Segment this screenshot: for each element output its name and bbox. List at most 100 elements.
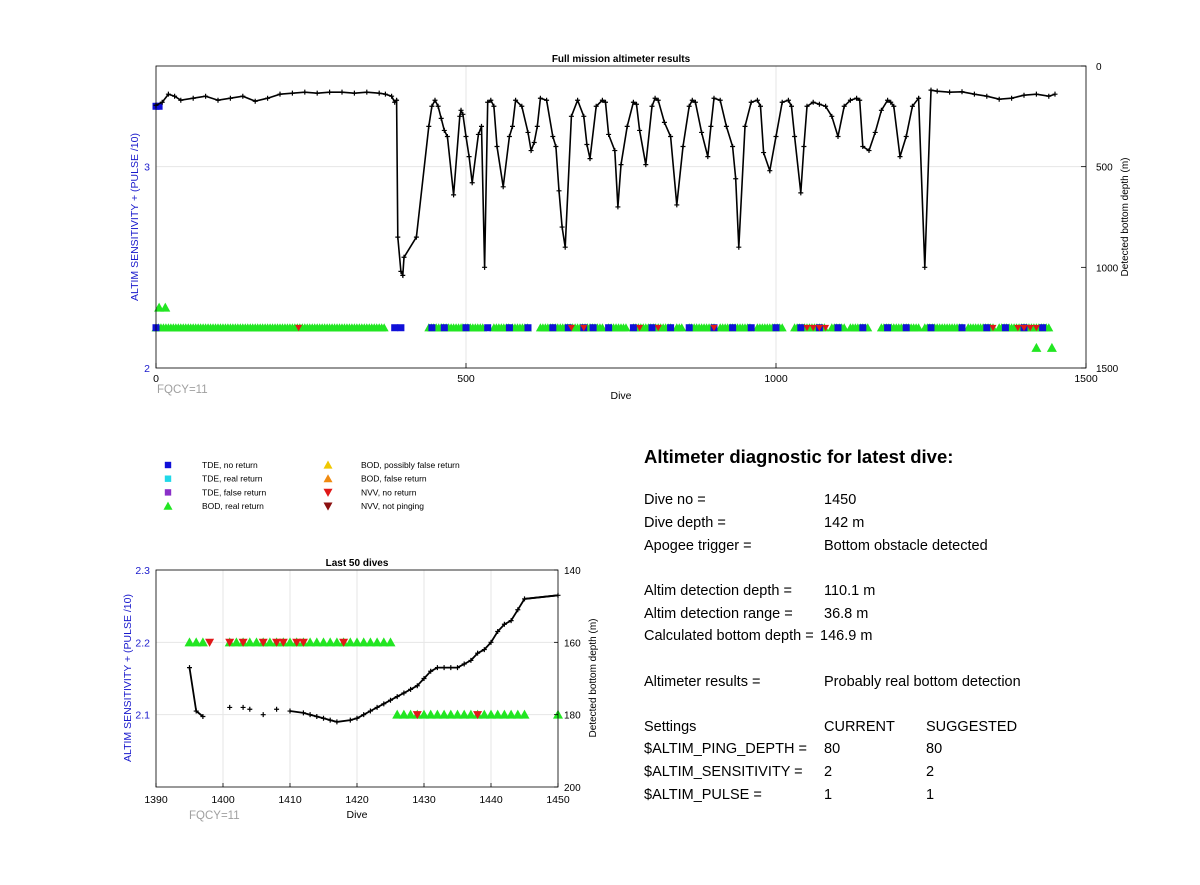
bottom-depth-point [934, 88, 940, 94]
nvv-no-return-marker [1032, 324, 1040, 332]
bottom-depth-point [240, 704, 246, 710]
legend-label: TDE, false return [202, 487, 267, 497]
nvv-no-return-marker [225, 638, 235, 647]
bottom-depth-point [559, 224, 565, 230]
bottom-depth-point [441, 127, 447, 133]
bottom-depth-point [1046, 93, 1052, 99]
bottom-depth-point [475, 131, 481, 137]
bottom-depth-point [916, 95, 922, 101]
bottom-depth-point [457, 113, 463, 119]
chart2-title: Last 50 dives [326, 558, 389, 569]
nvv-no-return-marker [278, 638, 288, 647]
bod-real-return-marker [191, 637, 202, 647]
bottom-depth-point [398, 268, 404, 274]
bottom-depth-point [190, 95, 196, 101]
chart1-x-tick-label: 1500 [1074, 373, 1098, 385]
tde-no-return-marker [729, 324, 737, 332]
bottom-depth-point [1052, 91, 1058, 97]
bod-real-return-marker [839, 323, 849, 332]
settings-current: 2 [824, 764, 833, 780]
bottom-depth-point [421, 676, 427, 681]
chart2-y2label: Detected bottom depth (m) [588, 619, 599, 738]
bottom-depth-point [522, 596, 527, 602]
chart2-x-tick-label: 1450 [546, 794, 570, 806]
bottom-depth-point [408, 686, 414, 692]
tde-no-return-marker [155, 102, 163, 110]
bottom-depth-point [400, 272, 406, 278]
chart2-y2-tick-label: 140 [564, 566, 581, 577]
nvv-no-return-marker [295, 324, 303, 332]
bottom-depth-point [394, 97, 400, 103]
bottom-depth-point [699, 129, 705, 135]
legend-triangle-up-icon [163, 501, 173, 510]
settings-name: $ALTIM_PING_DEPTH = [644, 741, 807, 757]
bottom-depth-point [307, 712, 313, 718]
bottom-depth-point [686, 103, 692, 109]
chart1-title: Full mission altimeter results [552, 54, 691, 65]
bod-real-return-marker [597, 323, 607, 332]
bottom-depth-point [599, 97, 605, 103]
chart2-xlabel: Dive [346, 809, 367, 821]
diag-value: Probably real bottom detection [824, 674, 1021, 690]
bottom-depth-point [300, 710, 306, 716]
settings-current-header: CURRENT [824, 719, 895, 735]
bod-real-return-marker [405, 709, 416, 719]
bod-real-return-marker [452, 709, 463, 719]
bottom-depth-point [878, 107, 884, 113]
diag-value: 110.1 m [824, 583, 876, 599]
bod-real-return-marker [777, 323, 787, 332]
nvv-no-return-marker [710, 324, 718, 332]
bottom-depth-point [401, 254, 407, 260]
bottom-depth-line [155, 89, 1056, 279]
bottom-depth-point [947, 89, 953, 95]
diag-value: 36.8 m [824, 606, 869, 622]
bottom-depth-point [606, 131, 612, 137]
chart2-y-tick-label: 2.2 [135, 637, 150, 649]
bottom-depth-point [339, 89, 345, 95]
bod-real-return-marker [392, 709, 403, 719]
tde-no-return-marker [1039, 324, 1047, 332]
chart2-y2-tick-label: 160 [564, 638, 581, 649]
nvv-no-return-marker [205, 638, 215, 647]
bottom-depth-point [289, 90, 295, 96]
bottom-depth-point [519, 103, 525, 109]
bottom-depth-point [655, 97, 661, 103]
bottom-depth-point [584, 142, 590, 148]
bod-real-return-marker [465, 709, 476, 719]
nvv-no-return-marker [580, 324, 588, 332]
bod-real-return-marker [318, 637, 329, 647]
bottom-depth-point [200, 713, 206, 719]
chart1-x-tick-label: 0 [153, 373, 159, 385]
bottom-depth-point [959, 89, 965, 95]
bottom-depth-point [506, 133, 512, 139]
nvv-no-return-marker [272, 638, 282, 647]
tde-no-return-marker [629, 324, 637, 332]
bottom-depth-point [1021, 92, 1027, 98]
chart2-x-tick-label: 1390 [144, 794, 168, 806]
bottom-depth-point [429, 103, 435, 109]
chart1-y2-tick-label: 0 [1096, 62, 1102, 73]
diagnostic-panel: Altimeter diagnostic for latest dive: Di… [644, 444, 1164, 803]
bottom-depth-point [785, 97, 791, 103]
legend-square-icon [164, 461, 172, 469]
chart2-x-tick-label: 1430 [412, 794, 436, 806]
bottom-depth-point [515, 607, 521, 613]
diag-label: Apogee trigger = [644, 538, 752, 554]
diagnostic-title: Altimeter diagnostic for latest dive: [644, 446, 954, 467]
bottom-depth-point [996, 96, 1002, 102]
chart2-y-tick-label: 2.1 [135, 710, 150, 722]
bottom-depth-point [334, 719, 340, 725]
legend-triangle-down-icon [323, 502, 333, 511]
diag-label: Altim detection range = [644, 606, 793, 622]
bottom-depth-point [872, 129, 878, 135]
diag-value: 1450 [824, 492, 857, 508]
tde-no-return-marker [605, 324, 613, 332]
bottom-depth-point [742, 123, 748, 129]
tde-no-return-marker [927, 324, 935, 332]
bottom-depth-point [374, 704, 380, 710]
bottom-depth-point [1033, 91, 1039, 97]
bottom-depth-point [736, 244, 742, 250]
chart1-y-tick-label: 3 [144, 162, 150, 174]
chart1-y2-tick-label: 1000 [1096, 263, 1119, 274]
